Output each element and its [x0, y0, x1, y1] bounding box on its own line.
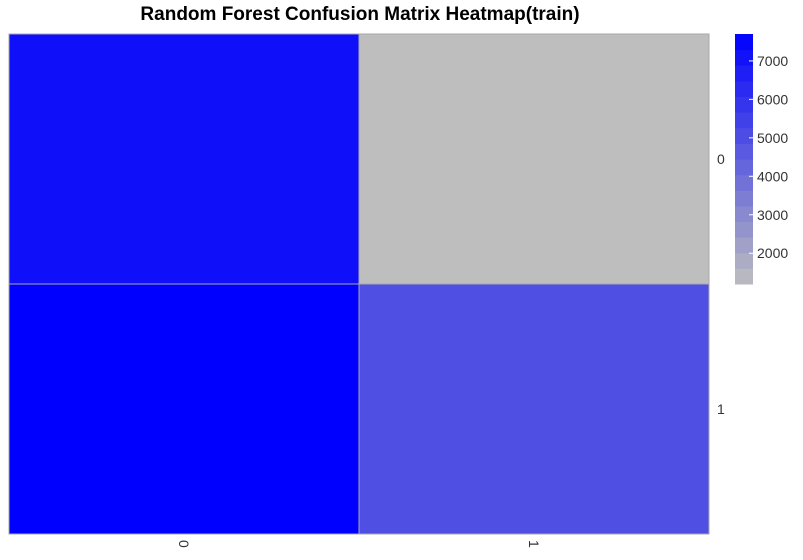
colorbar-step: [735, 49, 753, 66]
colorbar-tick-label: 3000: [757, 207, 788, 223]
chart-title: Random Forest Confusion Matrix Heatmap(t…: [140, 4, 580, 25]
colorbar-step: [735, 190, 753, 207]
heatmap-cell-1-1: [358, 283, 710, 535]
colorbar-step: [735, 221, 753, 238]
col-label-1: 1: [526, 540, 542, 548]
colorbar-step: [735, 174, 753, 191]
colorbar-tick-label: 5000: [757, 130, 788, 146]
colorbar-step: [735, 237, 753, 254]
row-label-0: 0: [717, 151, 725, 167]
heatmap-cell-0-1: [358, 33, 710, 285]
colorbar-step: [735, 96, 753, 113]
colorbar-tick-label: 4000: [757, 168, 788, 184]
colorbar-step: [735, 143, 753, 160]
colorbar-tick-label: 7000: [757, 53, 788, 69]
colorbar-step: [735, 127, 753, 144]
colorbar: 2000 3000 4000 5000 6000 7000: [735, 34, 788, 285]
heatmap-cell-1-0: [8, 283, 360, 535]
heatmap-cells: [8, 33, 710, 535]
colorbar-step: [735, 268, 753, 285]
row-labels: 01: [717, 151, 725, 417]
colorbar-step: [735, 252, 753, 269]
colorbar-step: [735, 34, 753, 51]
heatmap-cell-0-0: [8, 33, 360, 285]
colorbar-step: [735, 65, 753, 82]
colorbar-tick-label: 6000: [757, 91, 788, 107]
colorbar-step: [735, 159, 753, 176]
colorbar-step: [735, 80, 753, 97]
col-label-0: 0: [176, 540, 192, 548]
colorbar-step: [735, 205, 753, 222]
colorbar-step: [735, 112, 753, 129]
row-label-1: 1: [717, 401, 725, 417]
colorbar-tick-label: 2000: [757, 245, 788, 261]
